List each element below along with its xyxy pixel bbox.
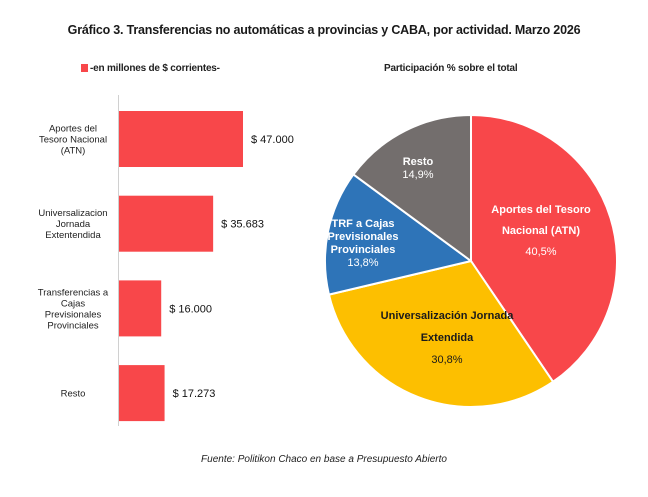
bar-value-label: $ 16.000 (169, 303, 212, 315)
bar-category-label: Universalizacion Jornada Extentendida (38, 208, 107, 241)
bar (119, 195, 214, 252)
pie-slice-label: Resto 14,9% (402, 156, 433, 181)
bar-category-label: Aportes del Tesoro Nacional (ATN) (39, 124, 107, 157)
bar-chart: $ 47.000 Aportes del Tesoro Nacional (ATN) $… (38, 111, 294, 422)
bar-value-label: $ 17.273 (173, 388, 216, 400)
pie-slice-label: Aportes del Tesoro Nacional (ATN) 40,5% (491, 204, 591, 258)
bar-legend: -en millones de $ corrientes- (81, 63, 220, 74)
pie-slice-label: Universalización Jornada Extendida 30,8% (381, 310, 515, 366)
bar-value-label: $ 47.000 (251, 134, 294, 146)
bar (119, 280, 162, 337)
pie-chart: Aportes del Tesoro Nacional (ATN) 40,5% Uni… (324, 114, 618, 408)
bar-category-label: Transferencias a Cajas Previsionales Provin… (38, 287, 109, 331)
legend-label: -en millones de $ corrientes- (90, 63, 220, 74)
bar (119, 365, 165, 422)
source-note: Fuente: Politikon Chaco en base a Presup… (201, 454, 447, 465)
pie-slice (470, 114, 618, 383)
chart-title: Gráfico 3. Transferencias no automáticas… (67, 23, 581, 37)
pie-slice-label: TRF a Cajas Previsionales Provinciales 13,8… (328, 218, 399, 269)
bar-value-label: $ 35.683 (221, 219, 264, 231)
pie-slice (327, 260, 555, 408)
bar (119, 111, 243, 167)
pie-slice (352, 114, 472, 262)
pie-slice (324, 173, 472, 296)
legend-swatch (81, 64, 88, 72)
bar-category-label: Resto (61, 389, 86, 400)
pie-title: Participación % sobre el total (384, 63, 518, 74)
